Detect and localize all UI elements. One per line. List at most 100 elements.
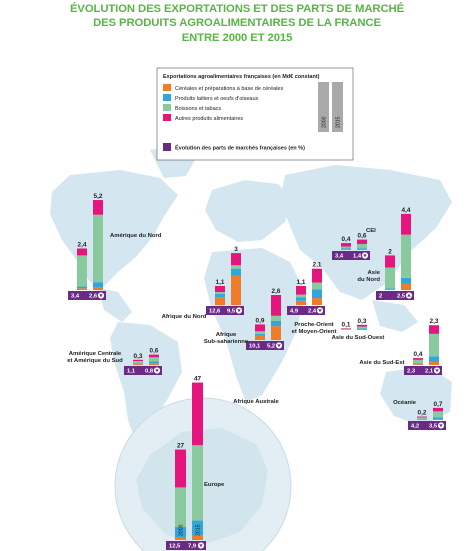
- bar-total-label: 2,4: [78, 241, 87, 248]
- bar-total-label: 1,1: [297, 279, 306, 286]
- bar-segment-11-2015-3: [192, 445, 203, 521]
- trend-arrow: [363, 254, 367, 258]
- market-share-box: [332, 251, 370, 260]
- bar-segment-4-2000-4: [255, 324, 265, 332]
- market-share-2000: 3,4: [335, 254, 344, 260]
- bar-segment-3-2015-3: [231, 265, 241, 269]
- bar-segment-5-2015-4: [312, 268, 322, 283]
- bar-total-label: 27: [177, 443, 185, 450]
- bar-segment-4-2015-2: [271, 320, 281, 327]
- bar-total-label: 1,1: [216, 279, 225, 286]
- region-name-label: Amérique Centrale: [69, 351, 122, 357]
- bar-segment-6-2000-3: [341, 246, 351, 249]
- bar-segment-5-2000-3: [296, 294, 306, 298]
- bar-segment-10-2015-1: [433, 419, 443, 420]
- bar-segment-11-2000-2: [175, 526, 186, 538]
- trend-arrow: [318, 309, 322, 313]
- bar-segment-5-2000-4: [296, 285, 306, 295]
- bar-total-label: 5,2: [94, 193, 103, 200]
- region-name-label: Proche-Orient: [294, 322, 333, 328]
- bar-segment-10-2000-2: [417, 419, 427, 420]
- bar-segment-9-2000-2: [413, 363, 423, 365]
- bar-segment-1-2000-3: [77, 255, 87, 287]
- bar-segment-3-2000-3: [215, 292, 225, 294]
- bar-segment-1-2000-2: [77, 286, 87, 289]
- region-bars-2: 0,3 0,6 1,1 0,8: [124, 348, 162, 375]
- bar-segment-7-2015-4: [401, 213, 411, 235]
- region-name-label: Asie: [368, 270, 381, 276]
- europe-shape: [205, 180, 292, 242]
- region-name-label: et Amérique du Sud: [67, 358, 123, 364]
- trend-arrow: [199, 544, 203, 548]
- market-share-box: [287, 306, 325, 315]
- bar-segment-9-2015-3: [429, 333, 439, 357]
- bar-segment-2-2015-4: [149, 354, 159, 358]
- trend-arrow: [407, 293, 411, 297]
- bar-segment-6-2000-1: [341, 249, 351, 250]
- region-bars-4: 0,9 2,6 10,1 5,2: [246, 288, 284, 350]
- bar-year-label: 2000: [179, 524, 185, 536]
- bar-segment-8-2015-1: [357, 329, 367, 330]
- bar-segment-1-2015-2: [93, 282, 103, 288]
- market-share-2015: 2,6: [89, 294, 98, 300]
- region-name-label: Afrique du Nord: [162, 314, 207, 320]
- legend: Exportations agroalimentaires françaises…: [156, 67, 354, 161]
- market-share-box: [166, 541, 206, 550]
- bar-segment-1-2015-4: [93, 200, 103, 215]
- market-share-2000: 12,5: [169, 544, 181, 550]
- bar-segment-3-2000-2: [215, 293, 225, 298]
- legend-series-label: Autres produits alimentaires: [175, 116, 243, 122]
- world-map-background: [50, 145, 452, 551]
- bar-segment-1-2015-3: [93, 214, 103, 283]
- trend-arrow: [439, 424, 443, 428]
- southeast-asia-shape: [372, 300, 418, 332]
- legend-share-swatch: [163, 143, 171, 151]
- bar-segment-11-2015-4: [192, 382, 203, 446]
- bar-segment-2-2015-2: [149, 361, 159, 364]
- market-share-2015: 2,4: [308, 309, 317, 315]
- bar-total-label: 0,3: [134, 353, 143, 360]
- bar-segment-2-2000-4: [133, 359, 143, 362]
- chart-title-line-3: ENTRE 2000 ET 2015: [181, 31, 293, 44]
- region-name-label: du Nord: [357, 277, 380, 283]
- legend-share-label: Évolution des parts de marchés française…: [175, 144, 305, 152]
- bar-segment-5-2000-2: [296, 297, 306, 301]
- legend-year-bar: [318, 82, 329, 132]
- region-bars: 2,4 5,2 3,4 2,6 0,3 0,6 1,1 0,8 1,1 3 12,6 9,5 0,9 2,…: [68, 193, 446, 550]
- market-share-box: [124, 366, 162, 375]
- region-bars-7: 2 4,4 2 2,5: [376, 207, 414, 300]
- legend-swatch: [163, 94, 171, 101]
- trend-arrow: [277, 344, 281, 348]
- market-share-2000: 4,2: [411, 424, 419, 430]
- bar-segment-2-2000-1: [133, 364, 143, 365]
- legend-year-bar: [332, 82, 343, 132]
- bar-segment-9-2000-1: [413, 364, 423, 365]
- africa-shape: [204, 248, 304, 402]
- market-share-2015: 0,8: [145, 369, 154, 375]
- asia-shape: [280, 165, 452, 300]
- legend-swatch: [163, 84, 171, 91]
- legend-series-label: Produits laitiers et oeufs d'oiseaux: [175, 96, 259, 102]
- bar-segment-6-2000-2: [341, 248, 351, 250]
- legend-year-label: 2000: [322, 116, 328, 128]
- market-share-2015: 1,4: [353, 254, 362, 260]
- market-share-2000: 2: [379, 294, 382, 300]
- bar-segment-1-2015-1: [93, 287, 103, 290]
- south-america-shape: [110, 322, 182, 440]
- region-bars-6: 0,4 0,6 3,4 1,4: [332, 233, 370, 260]
- region-name-label: CEI: [366, 228, 376, 234]
- market-share-box: [246, 341, 284, 350]
- bar-segment-2-2000-2: [133, 363, 143, 365]
- market-share-box: [404, 366, 442, 375]
- market-share-2015: 9,5: [227, 309, 236, 315]
- bar-total-label: 3: [234, 246, 238, 253]
- bar-segment-9-2015-1: [429, 361, 439, 365]
- bar-segment-7-2015-2: [401, 277, 411, 284]
- market-share-2000: 10,1: [249, 344, 261, 350]
- bar-segment-8-2000-3: [341, 328, 351, 330]
- bar-segment-7-2015-1: [401, 283, 411, 290]
- market-share-2000: 1,1: [127, 369, 136, 375]
- bar-segment-3-2015-2: [231, 268, 241, 276]
